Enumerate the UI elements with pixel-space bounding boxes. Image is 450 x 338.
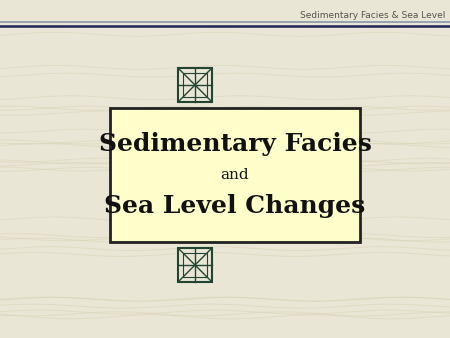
Text: Sea Level Changes: Sea Level Changes [104, 194, 365, 218]
Text: and: and [220, 168, 249, 182]
Bar [178, 248, 212, 282]
Bar [110, 108, 360, 242]
Text: Sedimentary Facies: Sedimentary Facies [99, 132, 371, 156]
Bar [183, 73, 207, 97]
Text: Sedimentary Facies & Sea Level: Sedimentary Facies & Sea Level [300, 10, 445, 20]
Bar [183, 253, 207, 277]
Bar [178, 68, 212, 102]
